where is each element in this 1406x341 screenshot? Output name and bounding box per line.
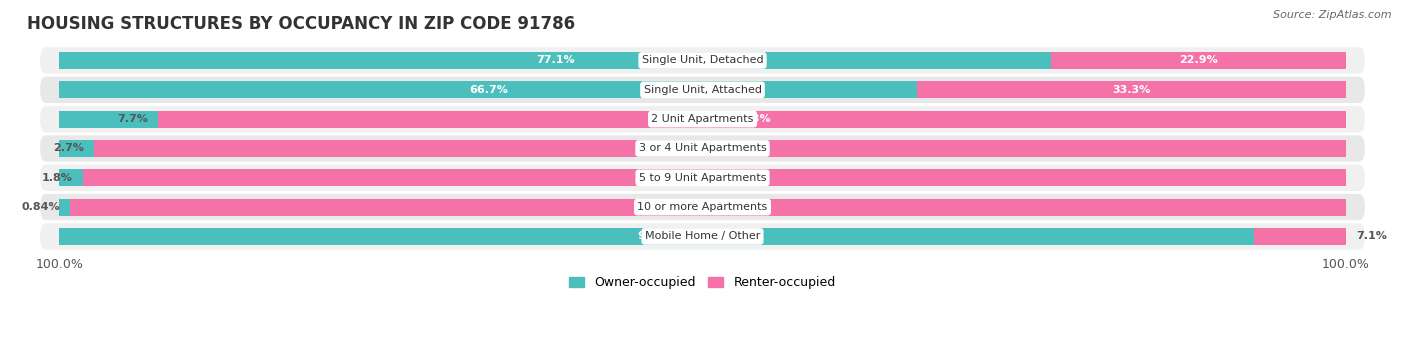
Text: 77.1%: 77.1% — [536, 56, 575, 65]
Text: Mobile Home / Other: Mobile Home / Other — [645, 232, 761, 241]
Text: 1.8%: 1.8% — [41, 173, 72, 183]
Bar — [59, 110, 159, 128]
Text: Single Unit, Attached: Single Unit, Attached — [644, 85, 762, 95]
Bar — [94, 140, 1346, 157]
Bar — [70, 198, 1346, 216]
FancyBboxPatch shape — [41, 223, 1365, 250]
Bar — [59, 228, 1254, 245]
Bar — [83, 169, 1346, 186]
Bar — [59, 169, 83, 186]
FancyBboxPatch shape — [41, 194, 1365, 220]
Text: Single Unit, Detached: Single Unit, Detached — [641, 56, 763, 65]
Bar — [59, 52, 1052, 69]
FancyBboxPatch shape — [41, 106, 1365, 132]
Text: 92.3%: 92.3% — [733, 114, 772, 124]
Text: 7.7%: 7.7% — [117, 114, 148, 124]
Text: 66.7%: 66.7% — [470, 85, 508, 95]
FancyBboxPatch shape — [41, 165, 1365, 191]
FancyBboxPatch shape — [41, 47, 1365, 74]
Text: 5 to 9 Unit Apartments: 5 to 9 Unit Apartments — [638, 173, 766, 183]
Text: 10 or more Apartments: 10 or more Apartments — [637, 202, 768, 212]
FancyBboxPatch shape — [41, 135, 1365, 162]
Bar — [59, 140, 94, 157]
Text: 0.84%: 0.84% — [21, 202, 60, 212]
Text: 7.1%: 7.1% — [1355, 232, 1386, 241]
FancyBboxPatch shape — [41, 77, 1365, 103]
Text: 2.7%: 2.7% — [53, 144, 84, 153]
Bar — [159, 110, 1346, 128]
Text: HOUSING STRUCTURES BY OCCUPANCY IN ZIP CODE 91786: HOUSING STRUCTURES BY OCCUPANCY IN ZIP C… — [27, 15, 575, 33]
Bar — [1052, 52, 1346, 69]
Text: 3 or 4 Unit Apartments: 3 or 4 Unit Apartments — [638, 144, 766, 153]
Text: Source: ZipAtlas.com: Source: ZipAtlas.com — [1274, 10, 1392, 20]
Bar — [59, 198, 70, 216]
Text: 22.9%: 22.9% — [1180, 56, 1218, 65]
Text: 33.3%: 33.3% — [1112, 85, 1150, 95]
Text: 98.2%: 98.2% — [695, 173, 734, 183]
Text: 2 Unit Apartments: 2 Unit Apartments — [651, 114, 754, 124]
Bar — [1254, 228, 1346, 245]
Bar — [917, 81, 1346, 98]
Bar — [59, 81, 917, 98]
Text: 92.9%: 92.9% — [637, 232, 676, 241]
Text: 99.2%: 99.2% — [689, 202, 728, 212]
Text: 97.3%: 97.3% — [700, 144, 740, 153]
Legend: Owner-occupied, Renter-occupied: Owner-occupied, Renter-occupied — [564, 271, 841, 294]
